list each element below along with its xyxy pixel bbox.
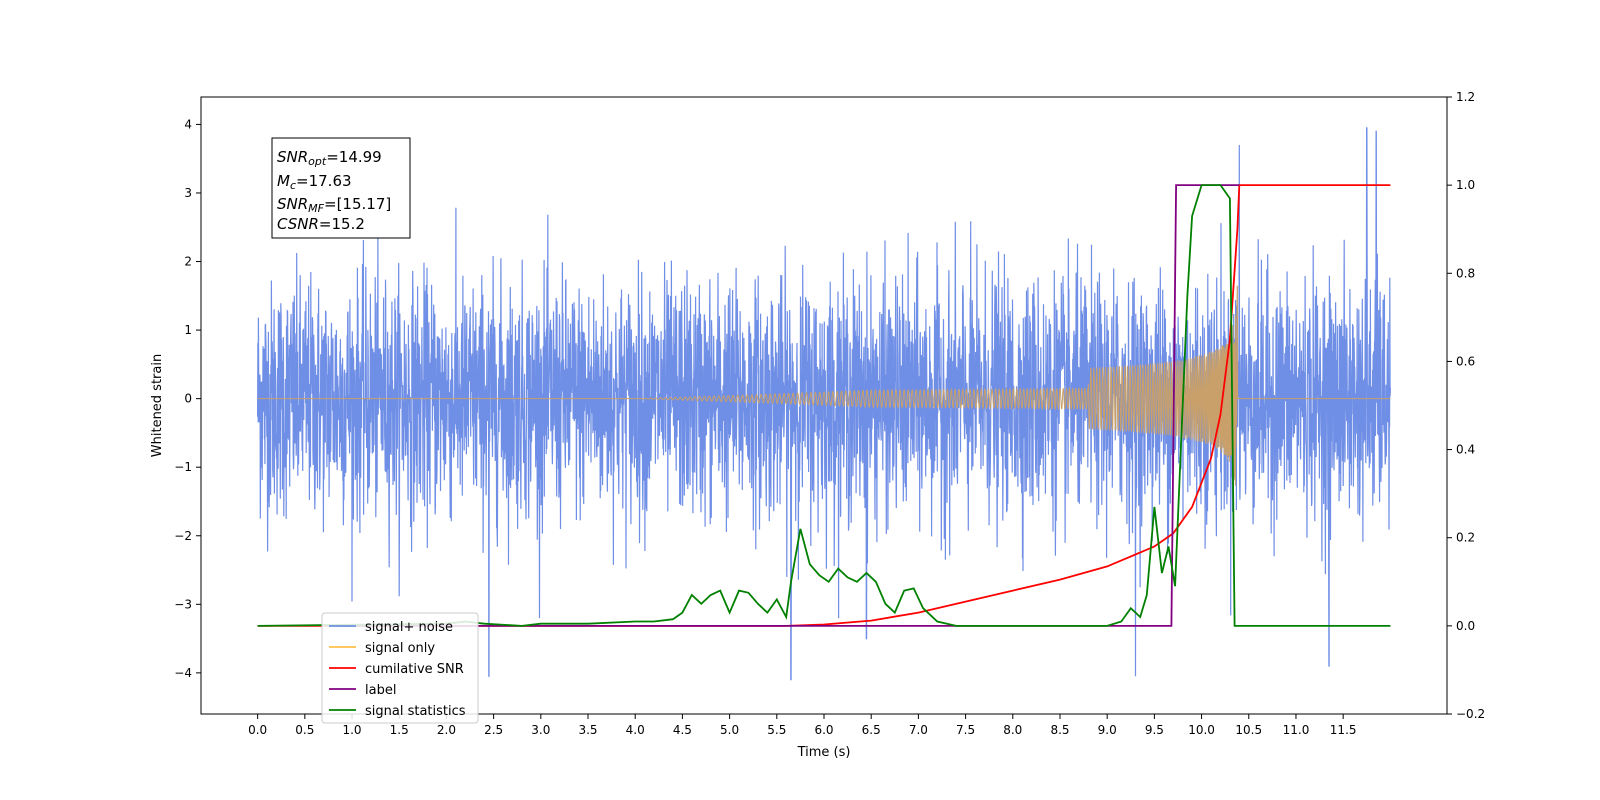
x-tick-label: 2.0 [437,723,456,737]
legend-label: signal only [365,641,435,656]
x-tick-label: 4.0 [626,723,645,737]
y-tick-label: 1 [184,323,192,337]
x-tick-label: 3.0 [531,723,550,737]
legend-label: label [365,683,396,698]
y-tick-label: −2 [174,529,192,543]
x-tick-label: 6.0 [814,723,833,737]
x-tick-label: 9.5 [1145,723,1164,737]
axes: 0.0 0.5 1.0 1.5 2.0 2.5 3.0 3.5 4.0 4.5 5.0 5.5 6.0 6… [174,90,1485,737]
svg-text:SNRMF=[15.17]: SNRMF=[15.17] [277,195,391,215]
x-tick-label: 10.5 [1235,723,1262,737]
legend: signal+ noise signal only cumilative SNR la… [321,612,479,724]
legend-label: signal+ noise [365,620,453,635]
svg-text:Mc=17.63: Mc=17.63 [277,172,352,192]
x-tick-label: 0.0 [248,723,267,737]
x-tick-label: 1.5 [390,723,409,737]
x-tick-label: 11.0 [1283,723,1310,737]
series-signal-statistics-line [257,184,1391,627]
x-tick-label: 2.5 [484,723,503,737]
y2-tick-label: 0.6 [1456,354,1475,368]
y-tick-label: −3 [174,597,192,611]
x-tick-label: 4.5 [673,723,692,737]
svg-text:CSNR=15.2: CSNR=15.2 [277,215,365,233]
x-tick-label: 3.5 [578,723,597,737]
x-tick-label: 1.0 [342,723,361,737]
series-cumilative-snr-line [257,184,1391,627]
x-tick-label: 10.0 [1188,723,1215,737]
csnr-value: =15.2 [319,215,365,233]
y-axis-label: Whitened strain [150,354,165,457]
y2-tick-label: 1.2 [1456,90,1475,104]
y2-tick-label: −0.2 [1456,707,1485,721]
legend-label: signal statistics [365,704,466,719]
y2-tick-label: 0.4 [1456,443,1475,457]
x-tick-label: 7.5 [956,723,975,737]
y-tick-label: 2 [184,255,192,269]
x-tick-label: 0.5 [295,723,314,737]
x-tick-label: 11.5 [1330,723,1357,737]
x-tick-label: 9.0 [1098,723,1117,737]
x-axis-label: Time (s) [797,745,851,760]
svg-text:SNRopt=14.99: SNRopt=14.99 [277,148,382,168]
snr-mf-value: =[15.17] [324,195,391,213]
metrics-annotation-box: SNRopt=14.99 Mc=17.63 SNRMF=[15.17] CSNR… [271,137,411,239]
y-tick-label: −4 [174,666,192,680]
x-tick-label: 8.5 [1050,723,1069,737]
y2-tick-label: 0.0 [1456,619,1475,633]
y2-tick-label: 1.0 [1456,178,1475,192]
x-tick-label: 8.0 [1003,723,1022,737]
y-tick-label: 4 [184,117,192,131]
x-tick-label: 5.5 [767,723,786,737]
y2-tick-label: 0.2 [1456,531,1475,545]
y-tick-label: 3 [184,186,192,200]
y-tick-label: 0 [184,392,192,406]
y2-tick-label: 0.8 [1456,266,1475,280]
x-tick-label: 5.0 [720,723,739,737]
legend-label: cumilative SNR [365,662,464,677]
x-tick-label: 7.0 [909,723,928,737]
plot-area [257,127,1391,681]
series-label-line [352,184,1240,627]
snr-opt-value: =14.99 [326,148,382,166]
x-tick-label: 6.5 [862,723,881,737]
y-tick-label: −1 [174,460,192,474]
mc-value: =17.63 [296,172,352,190]
series-signal-only-line [257,285,1391,486]
